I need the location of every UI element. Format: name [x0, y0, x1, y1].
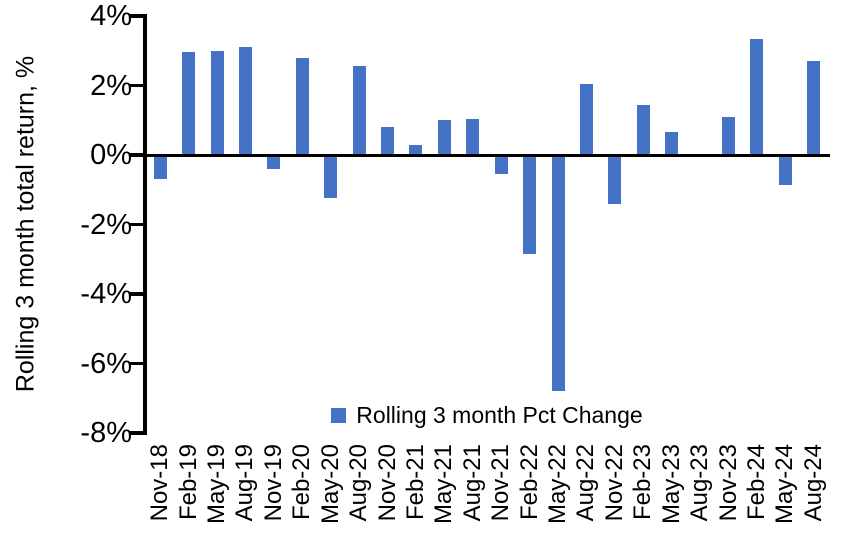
bar [579, 83, 593, 155]
x-axis-label: Aug-23 [686, 444, 714, 522]
y-tick-mark [130, 222, 147, 227]
x-axis-label: Aug-21 [458, 444, 486, 522]
bar [608, 155, 622, 204]
bar [295, 57, 309, 155]
x-axis-label: Aug-22 [572, 444, 600, 522]
y-tick-label: -8% [80, 417, 132, 449]
x-axis-label: May-24 [771, 444, 799, 525]
x-axis-label: Feb-19 [174, 444, 202, 521]
legend: Rolling 3 month Pct Change [146, 401, 828, 429]
bar [466, 118, 480, 155]
legend-square-marker-icon [331, 407, 347, 423]
bar [153, 155, 167, 180]
y-tick-mark [130, 83, 147, 88]
x-axis-label: May-20 [316, 444, 344, 525]
x-axis-label: Nov-20 [373, 444, 401, 522]
x-axis-label: May-19 [203, 444, 231, 525]
bar [523, 155, 537, 255]
bar [381, 127, 395, 155]
x-axis-label: Nov-22 [600, 444, 628, 522]
bar [437, 120, 451, 155]
bar [636, 104, 650, 155]
x-axis-label: May-23 [657, 444, 685, 525]
x-axis-label: Aug-20 [345, 444, 373, 522]
bar [267, 155, 281, 169]
bar [778, 155, 792, 185]
bar [210, 50, 224, 155]
y-tick-mark [130, 431, 147, 435]
y-tick-mark [130, 14, 147, 18]
x-axis-label: Nov-23 [714, 444, 742, 522]
x-axis-label: Nov-21 [487, 444, 515, 522]
x-axis-label: May-22 [544, 444, 572, 525]
bar [551, 155, 565, 392]
x-axis-label: Feb-23 [629, 444, 657, 521]
bar [750, 38, 764, 155]
x-axis-label: Nov-19 [259, 444, 287, 522]
y-tick-mark [130, 361, 147, 366]
x-axis-label: Feb-20 [288, 444, 316, 521]
x-axis-zero-line [143, 153, 830, 157]
bar [494, 155, 508, 175]
bar [665, 132, 679, 155]
x-axis-label: Feb-24 [742, 444, 770, 521]
y-tick-label: -2% [80, 208, 132, 241]
x-axis-label: May-21 [430, 444, 458, 525]
bar [807, 61, 821, 155]
y-tick-mark [130, 292, 147, 296]
y-tick-label: -4% [80, 278, 132, 310]
y-tick-mark [130, 153, 147, 157]
x-axis-label: Feb-21 [401, 444, 429, 521]
x-axis-label: Aug-19 [231, 444, 259, 522]
x-axis-label: Nov-18 [146, 444, 174, 522]
y-tick-label: 4% [90, 0, 132, 32]
y-axis-title: Rolling 3 month total return, % [11, 55, 40, 393]
bar [182, 52, 196, 155]
x-axis-label: Feb-22 [515, 444, 543, 521]
y-tick-label: 2% [90, 69, 132, 102]
bar [722, 116, 736, 155]
y-axis-line [143, 14, 147, 435]
bar [409, 144, 423, 155]
bar [238, 47, 252, 155]
y-tick-label: 0% [90, 139, 132, 171]
y-tick-label: -6% [80, 347, 132, 380]
legend-label: Rolling 3 month Pct Change [356, 401, 643, 428]
x-axis-label: Aug-24 [799, 444, 827, 522]
bar [324, 155, 338, 199]
bar [352, 66, 366, 155]
